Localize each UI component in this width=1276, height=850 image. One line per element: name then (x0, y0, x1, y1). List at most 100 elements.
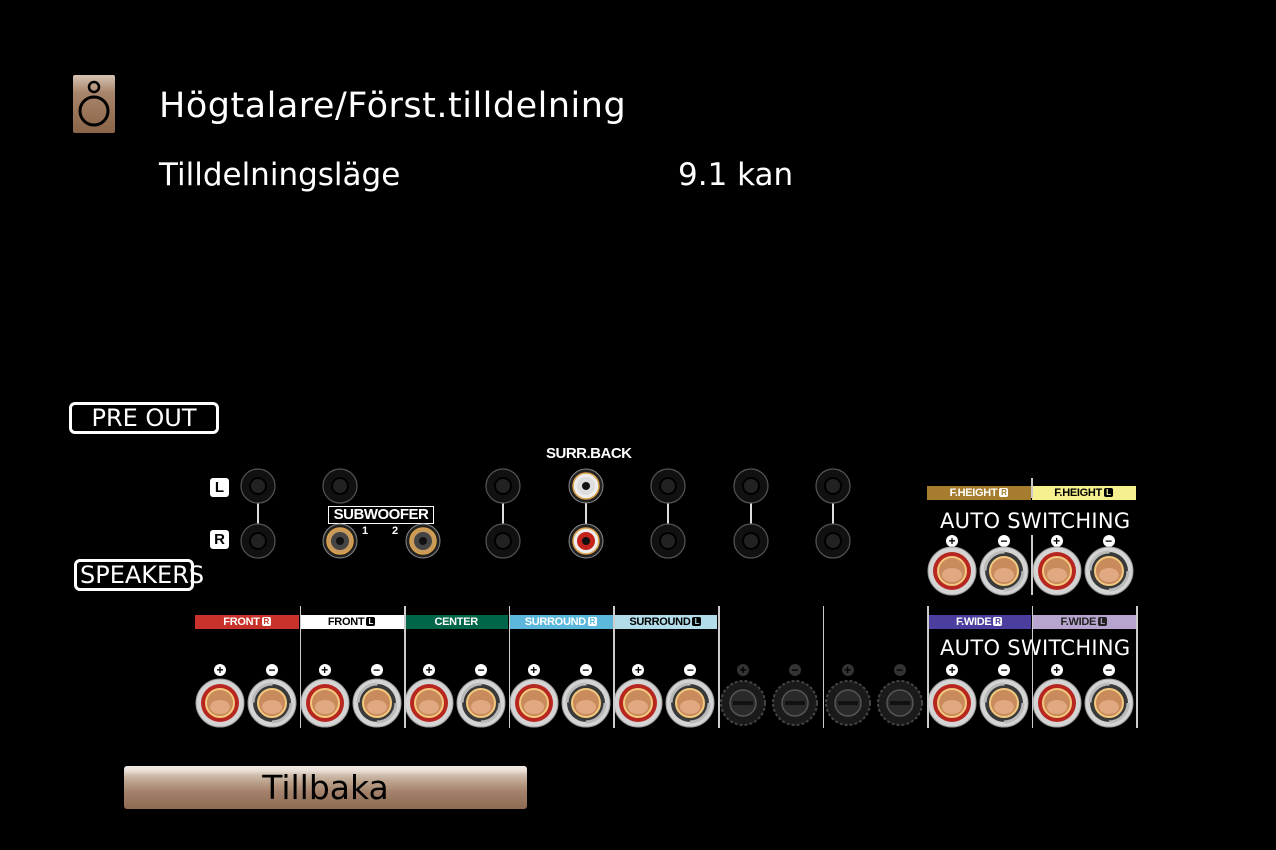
minus-sign: − (475, 664, 488, 676)
channel-name: SURROUND (524, 616, 586, 628)
minus-sign: − (684, 664, 697, 676)
minus-sign: − (579, 664, 592, 676)
minus-sign: − (370, 664, 383, 676)
minus-sign: − (266, 664, 278, 676)
channel-label-f-height-r: F.HEIGHT R (927, 486, 1031, 500)
channel-label-front-l: FRONT L (299, 615, 404, 629)
pre-out-jack-r (485, 523, 521, 559)
assign-mode-value: 9.1 kan (678, 157, 794, 193)
channel-name: F.HEIGHT (1054, 487, 1102, 499)
channel-side-badge: R (587, 617, 597, 626)
subwoofer-1-label: 1 (362, 525, 369, 537)
section-divider (299, 606, 302, 728)
minus-sign: − (998, 664, 1011, 676)
speaker-terminal-plus (613, 678, 663, 728)
speaker-terminal-plus (824, 680, 871, 726)
channel-side-badge: R (999, 488, 1009, 497)
auto-switching-label: AUTO SWITCHING (940, 636, 1131, 660)
section-divider (1136, 606, 1138, 728)
plus-sign: + (946, 535, 958, 547)
plus-sign: + (841, 664, 854, 676)
pre-out-jack-r (650, 523, 686, 559)
speaker-terminal-minus (561, 678, 611, 728)
channel-name: FRONT (223, 616, 260, 628)
minus-sign: − (998, 535, 1010, 547)
plus-sign: + (1050, 664, 1063, 676)
speaker-terminal-plus (720, 680, 766, 726)
channel-side-badge: L (1103, 488, 1113, 497)
minus-sign: − (789, 664, 801, 676)
speaker-terminal-minus (979, 678, 1029, 728)
left-channel-label: L (210, 478, 229, 497)
speaker-terminal-minus (1084, 678, 1134, 728)
channel-name: CENTER (434, 616, 478, 628)
section-divider (718, 606, 720, 728)
speaker-terminal-plus (927, 678, 977, 728)
auto-switching-label: AUTO SWITCHING (940, 509, 1131, 533)
channel-name: F.WIDE (1060, 616, 1097, 628)
channel-side-badge: L (1098, 617, 1108, 626)
speaker-terminal-plus (927, 546, 977, 596)
subwoofer-label: SUBWOOFER (328, 506, 434, 524)
section-divider (1031, 606, 1034, 728)
speaker-terminal-plus (195, 678, 245, 728)
section-divider (1031, 478, 1033, 498)
channel-label-front-r: FRONT R (195, 615, 299, 629)
channel-name: F.HEIGHT (949, 487, 998, 499)
minus-sign: − (1102, 664, 1115, 676)
speakers-label: SPEAKERS (74, 559, 204, 591)
section-divider (404, 606, 406, 728)
pre-out-jack-r (733, 523, 769, 559)
speaker-terminal-minus (247, 678, 297, 728)
speaker-terminal-plus (300, 678, 350, 728)
channel-label-center-: CENTER (404, 615, 509, 629)
section-divider (508, 606, 511, 728)
subwoofer-1-jack (322, 523, 358, 559)
pre-out-jack (322, 468, 358, 504)
channel-side-badge: R (261, 617, 271, 626)
assign-mode-label: Tilldelningsläge (159, 157, 401, 193)
speaker-terminal-minus (979, 546, 1029, 596)
section-divider (927, 606, 929, 728)
plus-sign: + (632, 664, 645, 676)
minus-sign: − (893, 664, 906, 676)
plus-sign: + (214, 664, 226, 676)
subwoofer-2-jack (405, 523, 441, 559)
minus-sign: − (1102, 535, 1115, 547)
back-button[interactable]: Tillbaka (124, 766, 527, 809)
speaker-terminal-plus (1032, 678, 1082, 728)
speaker-terminal-minus (1084, 546, 1134, 596)
channel-side-badge: L (692, 617, 702, 626)
pre-out-jack-l (733, 468, 769, 504)
speaker-terminal-minus (876, 680, 923, 726)
pre-out-jack-r (815, 523, 851, 559)
surr-back-r-jack (568, 523, 604, 559)
pre-out-jack-r (240, 523, 276, 559)
channel-label-f-wide-l: F.WIDE L (1031, 615, 1136, 629)
speaker-terminal-minus (665, 678, 715, 728)
pre-out-jack-l (485, 468, 521, 504)
channel-label-f-height-l: F.HEIGHT L (1031, 486, 1136, 500)
channel-label-f-wide-r: F.WIDE R (927, 615, 1032, 629)
channel-name: F.WIDE (955, 616, 992, 628)
speaker-terminal-plus (509, 678, 559, 728)
speaker-terminal-plus (1032, 546, 1082, 596)
surr-back-l-jack (568, 468, 604, 504)
plus-sign: + (946, 664, 959, 676)
pre-out-label: PRE OUT (69, 402, 219, 434)
section-divider (1031, 535, 1033, 595)
speaker-terminal-minus (456, 678, 506, 728)
speaker-icon (73, 75, 115, 133)
pre-out-jack-l (240, 468, 276, 504)
pre-out-jack-l (815, 468, 851, 504)
plus-sign: + (527, 664, 540, 676)
channel-label-surround-r: SURROUND R (508, 615, 613, 629)
page-title: Högtalare/Först.tilldelning (159, 86, 627, 126)
subwoofer-2-label: 2 (392, 525, 399, 537)
plus-sign: + (737, 664, 749, 676)
channel-name: FRONT (327, 616, 365, 628)
right-channel-label: R (210, 530, 229, 549)
